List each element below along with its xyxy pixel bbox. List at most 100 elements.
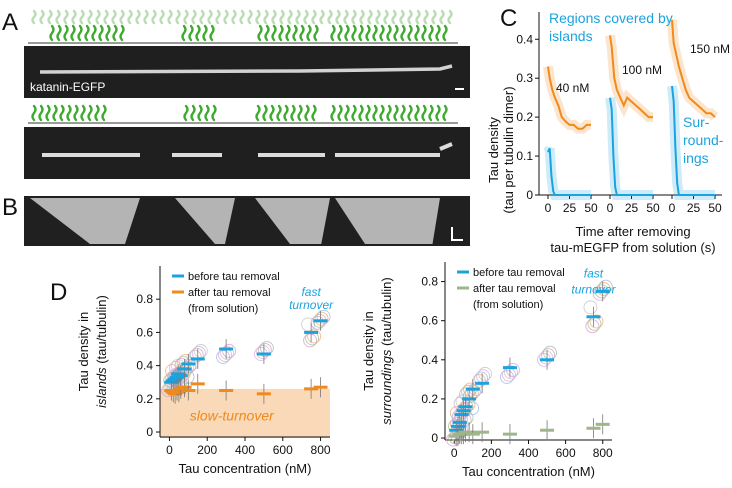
legend-after-sublabel: (from solution) — [188, 303, 258, 315]
replicate-ring — [255, 345, 270, 359]
tau-molecule-icon — [103, 9, 109, 25]
tau-molecule-icon — [95, 9, 101, 25]
tau-molecule-icon — [52, 104, 58, 122]
tau-molecule-icon — [159, 9, 165, 25]
y-axis-label-italic: surroundings — [379, 346, 394, 425]
tau-molecule-icon — [407, 104, 413, 122]
fast-turnover-label-line1: fast — [584, 267, 604, 281]
replicate-ring — [499, 370, 514, 384]
tau-molecule-icon — [59, 104, 65, 122]
replicate-ring — [541, 348, 556, 363]
tau-molecule-icon — [63, 24, 69, 42]
tau-molecule-icon — [351, 24, 357, 42]
surroundings-annotation-line1: Sur- — [683, 114, 710, 130]
y-axis-label-unit: (tau/tubulin) — [94, 295, 109, 364]
tau-molecule-icon — [304, 104, 310, 122]
series-line — [547, 147, 591, 196]
x-axis-label-line1: Time after removing — [575, 224, 690, 239]
legend-after-label: after tau removal — [473, 283, 556, 295]
tau-molecule-icon — [407, 9, 413, 25]
y-axis-label-line1: Tau density — [486, 117, 501, 183]
tau-molecule-icon — [45, 104, 51, 122]
x-tick-label: 800 — [311, 443, 331, 457]
tau-molecule-icon — [386, 104, 392, 122]
y-axis-label-unit: (tau/tubulin) — [379, 277, 394, 346]
tau-molecule-icon — [262, 104, 268, 122]
tau-molecule-icon — [71, 9, 77, 25]
x-tick-label: 400 — [518, 446, 538, 460]
tau-molecule-icon — [94, 104, 100, 122]
surroundings-annotation-line3: ings — [683, 150, 709, 166]
y-tick-label: 0.2 — [136, 392, 153, 406]
tau-molecule-icon — [257, 24, 263, 42]
x-tick-label: 200 — [481, 446, 501, 460]
tau-molecule-icon — [80, 104, 86, 122]
tau-molecule-icon — [283, 104, 289, 122]
x-axis-label: Tau concentration (nM) — [462, 464, 595, 479]
y-axis-label-line1: Tau density in — [361, 311, 376, 391]
tau-molecule-icon — [337, 104, 343, 122]
kymograph-island — [175, 198, 235, 244]
y-tick-label: 0.8 — [136, 292, 153, 306]
legend-after-sublabel: (from solution) — [473, 299, 543, 311]
panel-d-islands-chart: slow-turnover 0 0.2 0.4 0.6 0.8 0 200 400 600 800 b… — [76, 266, 334, 476]
microtubule-segment — [439, 142, 453, 151]
tau-molecule-icon — [195, 24, 201, 42]
tau-molecule-icon — [379, 24, 385, 42]
kymograph-island — [335, 198, 440, 244]
tau-molecule-icon — [112, 24, 118, 42]
x-axis-label: Tau concentration (nM) — [179, 461, 312, 476]
tau-molecule-icon — [135, 9, 141, 25]
tau-molecule-icon — [98, 24, 104, 42]
y-tick-label: 0.8 — [421, 275, 438, 289]
replicate-ring — [585, 319, 600, 334]
tau-molecule-icon — [56, 24, 62, 42]
panel-letter-a: A — [2, 9, 18, 36]
y-tick-label: 0.6 — [421, 314, 438, 328]
y-axis-label-line2: islands (tau/tubulin) — [94, 295, 109, 408]
tau-molecule-icon — [31, 104, 37, 122]
tau-molecule-icon — [431, 9, 437, 25]
tau-molecule-icon — [127, 9, 133, 25]
tau-molecule-icon — [287, 9, 293, 25]
concentration-label-100: 100 nM — [622, 63, 662, 77]
tau-molecule-icon — [223, 9, 229, 25]
x-tick-label: 0 — [166, 443, 173, 457]
tau-island-cartoon-top — [31, 9, 453, 42]
y-tick-label: 0.6 — [136, 325, 153, 339]
tau-molecule-icon — [414, 104, 420, 122]
replicate-ring — [503, 365, 518, 380]
tau-molecule-icon — [202, 24, 208, 42]
tau-molecule-icon — [344, 24, 350, 42]
tau-molecule-icon — [375, 9, 381, 25]
y-axis-label-line2: surroundings (tau/tubulin) — [379, 277, 394, 424]
tau-molecule-icon — [264, 24, 270, 42]
tau-molecule-icon — [167, 9, 173, 25]
y-tick-label: 0.2 — [421, 392, 438, 406]
tau-molecule-icon — [63, 9, 69, 25]
tau-molecule-icon — [151, 9, 157, 25]
x-axis-label-line2: tau-mEGFP from solution (s) — [550, 240, 715, 255]
tau-molecule-icon — [111, 9, 117, 25]
tau-molecule-icon — [70, 24, 76, 42]
tau-molecule-icon — [297, 104, 303, 122]
tau-molecule-icon — [199, 9, 205, 25]
islands-annotation-line1: Regions covered by — [549, 10, 673, 26]
x-tick-label: 25 — [563, 201, 577, 215]
slow-turnover-label: slow-turnover — [190, 407, 275, 423]
y-tick-label: 0.4 — [136, 359, 153, 373]
tau-molecule-icon — [239, 9, 245, 25]
tau-molecule-icon — [39, 9, 45, 25]
replicate-ring — [316, 309, 331, 324]
x-tick-label: 400 — [235, 443, 255, 457]
tau-molecule-icon — [379, 104, 385, 122]
y-tick-label: 0.3 — [516, 71, 533, 85]
tau-molecule-icon — [143, 9, 149, 25]
tau-molecule-icon — [393, 104, 399, 122]
tau-molecule-icon — [215, 9, 221, 25]
tau-molecule-icon — [303, 9, 309, 25]
tau-molecule-icon — [399, 9, 405, 25]
tau-molecule-icon — [119, 24, 125, 42]
tau-molecule-icon — [87, 9, 93, 25]
replicate-ring — [307, 329, 322, 344]
